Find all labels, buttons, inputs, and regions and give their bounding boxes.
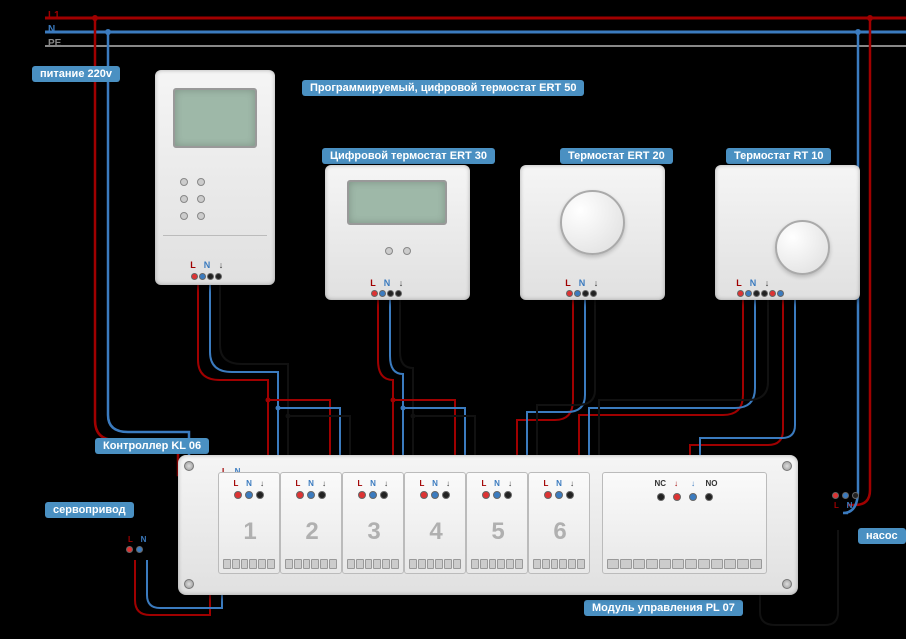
device-rt10: LN↓ xyxy=(715,165,860,300)
channel-5: LN↓5 xyxy=(466,472,528,574)
channel-4: LN↓4 xyxy=(404,472,466,574)
rail-pe-label: PE xyxy=(48,38,61,49)
module-pl07: NC↓↓NO xyxy=(602,472,767,574)
ert50-label: Программируемый, цифровой термостат ERT … xyxy=(302,80,584,96)
pl07-label: Модуль управления PL 07 xyxy=(584,600,743,616)
rail-n-label: N xyxy=(48,24,55,35)
pump-terminals: LN xyxy=(832,492,859,510)
power-label: питание 220v xyxy=(32,66,120,82)
channel-2: LN↓2 xyxy=(280,472,342,574)
device-ert50: LN↓ xyxy=(155,70,275,285)
rt10-label: Термостат RT 10 xyxy=(726,148,831,164)
servo-terminals: LN xyxy=(126,535,148,553)
servo-label: сервопривод xyxy=(45,502,134,518)
device-ert20: LN↓ xyxy=(520,165,665,300)
kl06-label: Контроллер KL 06 xyxy=(95,438,209,454)
ert30-label: Цифровой термостат ERT 30 xyxy=(322,148,495,164)
pump-label: насос xyxy=(858,528,906,544)
rail-l1-label: L1 xyxy=(48,10,60,21)
ert20-label: Термостат ERT 20 xyxy=(560,148,673,164)
channel-6: LN↓6 xyxy=(528,472,590,574)
channel-1: LN↓1 xyxy=(218,472,280,574)
device-ert30: LN↓ xyxy=(325,165,470,300)
channel-3: LN↓3 xyxy=(342,472,404,574)
